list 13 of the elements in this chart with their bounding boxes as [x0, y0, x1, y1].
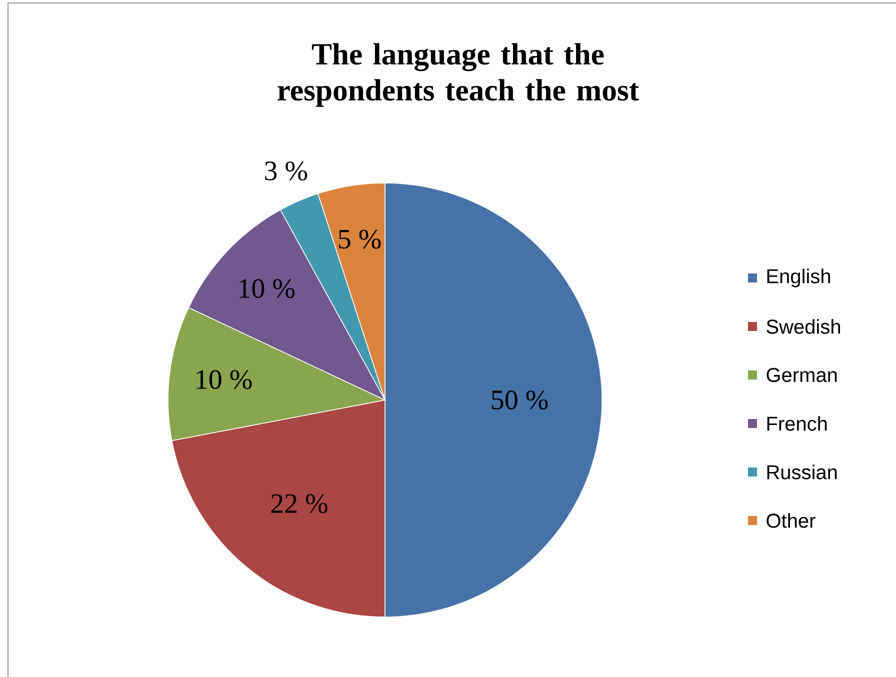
legend-label: German	[766, 368, 837, 382]
legend-label: Other	[766, 513, 816, 528]
legend-label: English	[767, 268, 830, 288]
data-label: 3 %	[265, 161, 308, 180]
chart-title: The language that the respondents teach the most	[278, 43, 639, 107]
data-label: 10 %	[196, 370, 252, 390]
legend-label: Swedish	[766, 319, 840, 334]
legend-label: Russian	[767, 464, 837, 480]
data-label: 50 %	[492, 390, 548, 410]
data-label: 5 %	[339, 230, 381, 249]
data-label: 10 %	[240, 279, 295, 298]
data-label: 22 %	[271, 494, 328, 514]
legend-label: French	[767, 416, 827, 431]
